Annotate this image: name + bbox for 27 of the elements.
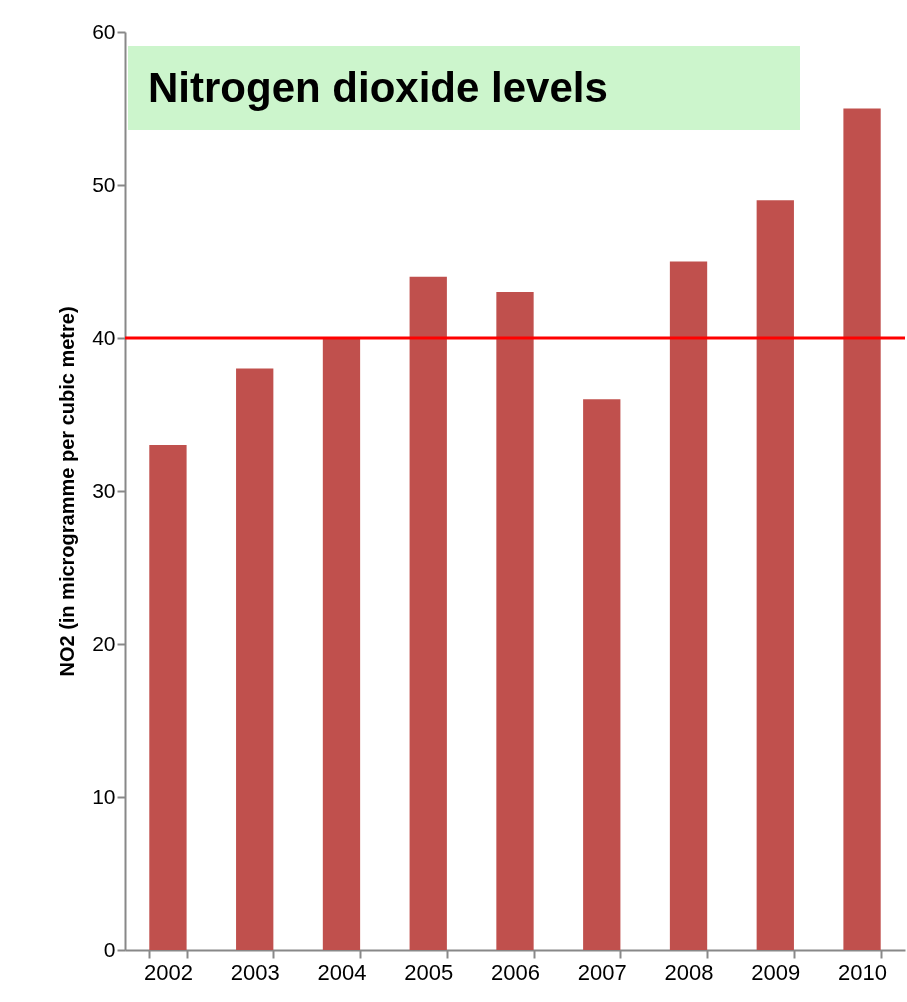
bar: [669, 261, 708, 950]
y-tick-label: 0: [103, 937, 116, 961]
x-tick-label: 2009: [751, 959, 801, 985]
bar: [149, 445, 187, 950]
y-axis-title: NO2 (in microgramme per cubic metre): [56, 306, 79, 677]
x-tick-label: 2003: [230, 959, 280, 985]
bar: [409, 276, 447, 950]
x-tick-label: 2007: [577, 959, 627, 985]
y-tick-label: 50: [92, 172, 116, 196]
bar: [843, 108, 881, 950]
x-tick-label: 2006: [491, 959, 540, 985]
x-tick-label: 2005: [404, 959, 454, 985]
bar: [583, 399, 621, 950]
y-tick-label: 10: [92, 784, 116, 808]
bar: [496, 292, 534, 950]
bar: [322, 338, 361, 950]
x-tick-label: 2010: [838, 959, 888, 985]
y-tick-label: 30: [92, 478, 116, 502]
y-tick-label: 40: [92, 325, 116, 349]
y-tick-label: 60: [92, 19, 116, 43]
x-tick-label: 2002: [143, 959, 193, 985]
bar: [756, 200, 794, 950]
title-panel: Nitrogen dioxide levels: [128, 46, 800, 130]
bar: [236, 368, 274, 950]
x-tick-label: 2008: [664, 959, 714, 985]
y-tick-label: 20: [92, 631, 116, 655]
x-tick-label: 2004: [317, 959, 367, 985]
